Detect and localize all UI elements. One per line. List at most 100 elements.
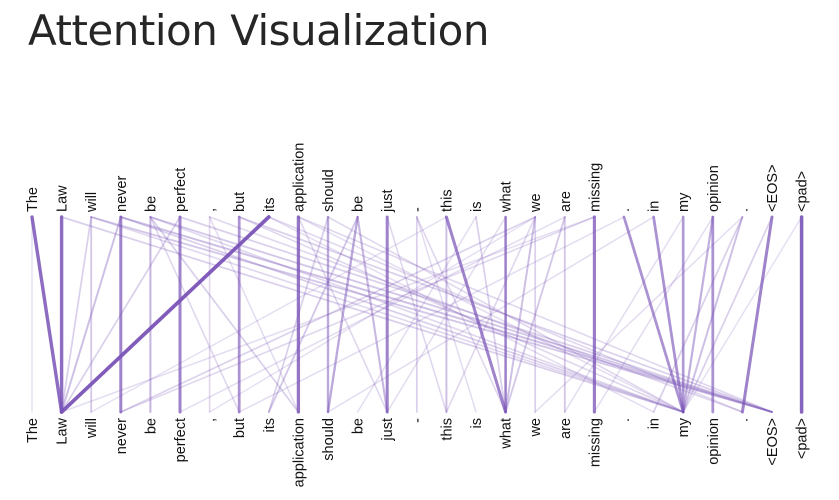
top-token-17: we: [528, 193, 544, 213]
bottom-token-14: this: [439, 418, 455, 441]
attention-line-12-14: [386, 216, 448, 413]
bottom-token-17: we: [528, 418, 544, 438]
attention-line-3-1: [60, 216, 122, 413]
attention-line-2-1: [60, 216, 93, 413]
top-token-26: <pad>: [795, 171, 811, 212]
attention-line-6-24: [208, 216, 744, 413]
top-token-12: just: [380, 189, 396, 213]
bottom-token-4: be: [143, 418, 159, 434]
attention-line-10-8: [267, 216, 329, 413]
attention-line-7-22: [238, 216, 684, 413]
attention-line-0-1: [30, 215, 64, 414]
bottom-token-23: opinion: [706, 418, 722, 465]
top-token-1: Law: [55, 185, 71, 212]
attention-line-24-17: [534, 216, 744, 413]
bottom-token-7: but: [232, 418, 248, 438]
attention-line-19-1: [60, 216, 596, 413]
bottom-token-8: its: [262, 418, 278, 433]
top-token-25: <EOS>: [765, 164, 781, 212]
bottom-token-0: The: [25, 418, 41, 443]
page-title: Attention Visualization: [28, 6, 489, 55]
top-token-7: but: [232, 192, 248, 212]
attention-line-24-22: [682, 216, 744, 413]
attention-lines: [30, 215, 804, 414]
top-token-0: The: [25, 187, 41, 212]
attention-line-11-12: [356, 215, 389, 414]
attention-line-16-12: [386, 216, 507, 413]
top-token-14: this: [439, 189, 455, 212]
attention-line-5-25: [179, 216, 773, 413]
attention-line-6-9: [208, 216, 300, 413]
attention-line-9-25: [297, 216, 773, 413]
attention-line-3-25: [119, 216, 773, 413]
top-token-18: are: [558, 191, 574, 212]
attention-line-4-7: [149, 216, 240, 413]
top-token-2: will: [84, 192, 100, 213]
bottom-token-20: .: [617, 418, 633, 422]
attention-line-4-22: [149, 216, 684, 413]
attention-line-11-8: [267, 216, 359, 413]
attention-line-13-15: [416, 216, 477, 413]
bottom-token-21: in: [647, 418, 663, 429]
attention-line-9-22: [297, 216, 684, 413]
bottom-token-10: should: [321, 418, 337, 461]
bottom-token-9: application: [291, 418, 307, 487]
top-token-22: my: [676, 192, 692, 212]
attention-line-20-22: [622, 215, 685, 414]
attention-line-17-14: [445, 216, 536, 413]
attention-line-18-16: [504, 216, 566, 413]
bottom-token-1: Law: [55, 417, 71, 444]
top-token-11: be: [351, 196, 367, 212]
top-token-20: .: [617, 208, 633, 212]
attention-line-4-25: [149, 216, 773, 413]
bottom-token-12: just: [380, 418, 396, 442]
attention-line-1-22: [60, 216, 685, 413]
attention-line-11-10: [326, 215, 359, 414]
top-token-9: application: [291, 143, 307, 212]
bottom-token-5: perfect: [173, 418, 189, 462]
top-token-15: is: [469, 202, 485, 212]
attention-line-10-22: [327, 216, 684, 413]
bottom-token-16: what: [499, 418, 515, 450]
bottom-token-row: The Law will never be perfect, but its applicati…: [25, 417, 811, 487]
top-token-3: never: [114, 176, 130, 212]
bottom-token-3: never: [114, 418, 130, 454]
attention-line-23-22: [682, 215, 714, 414]
attention-line-14-16: [444, 215, 508, 414]
attention-line-19-3: [120, 216, 596, 413]
attention-line-15-11: [356, 216, 477, 413]
top-token-5: perfect: [173, 168, 189, 212]
top-token-13: -: [410, 207, 426, 212]
attention-line-3-22: [119, 216, 685, 413]
attention-line-21-10: [327, 216, 655, 413]
bottom-token-22: my: [676, 417, 692, 437]
top-token-6: ,: [203, 208, 219, 212]
bottom-token-26: <pad>: [795, 418, 811, 459]
top-token-10: should: [321, 169, 337, 212]
attention-line-17-16: [504, 216, 537, 413]
bottom-token-11: be: [351, 418, 367, 434]
bottom-token-6: ,: [203, 418, 219, 422]
top-token-4: be: [143, 196, 159, 212]
attention-line-4-9: [149, 216, 300, 413]
attention-line-18-5: [179, 216, 566, 413]
bottom-token-2: will: [84, 418, 100, 439]
attention-line-20-7: [238, 216, 625, 413]
attention-line-15-16: [475, 216, 507, 413]
attention-line-2-25: [90, 216, 773, 413]
top-token-24: .: [735, 208, 751, 212]
attention-line-23-19: [593, 216, 714, 413]
attention-line-8-1: [59, 215, 271, 414]
attention-line-17-6: [208, 216, 536, 413]
top-token-19: missing: [587, 163, 603, 212]
top-token-21: in: [647, 201, 663, 212]
attention-line-24-21: [652, 216, 744, 413]
top-token-23: opinion: [706, 165, 722, 212]
attention-line-14-2: [90, 216, 448, 413]
attention-line-7-25: [238, 216, 773, 413]
attention-line-2-22: [90, 216, 684, 413]
attention-line-22-18: [564, 216, 684, 413]
bottom-token-19: missing: [587, 418, 603, 467]
attention-line-21-22: [652, 215, 685, 414]
top-token-row: The Law will never be perfect, but its applicati…: [25, 143, 811, 213]
